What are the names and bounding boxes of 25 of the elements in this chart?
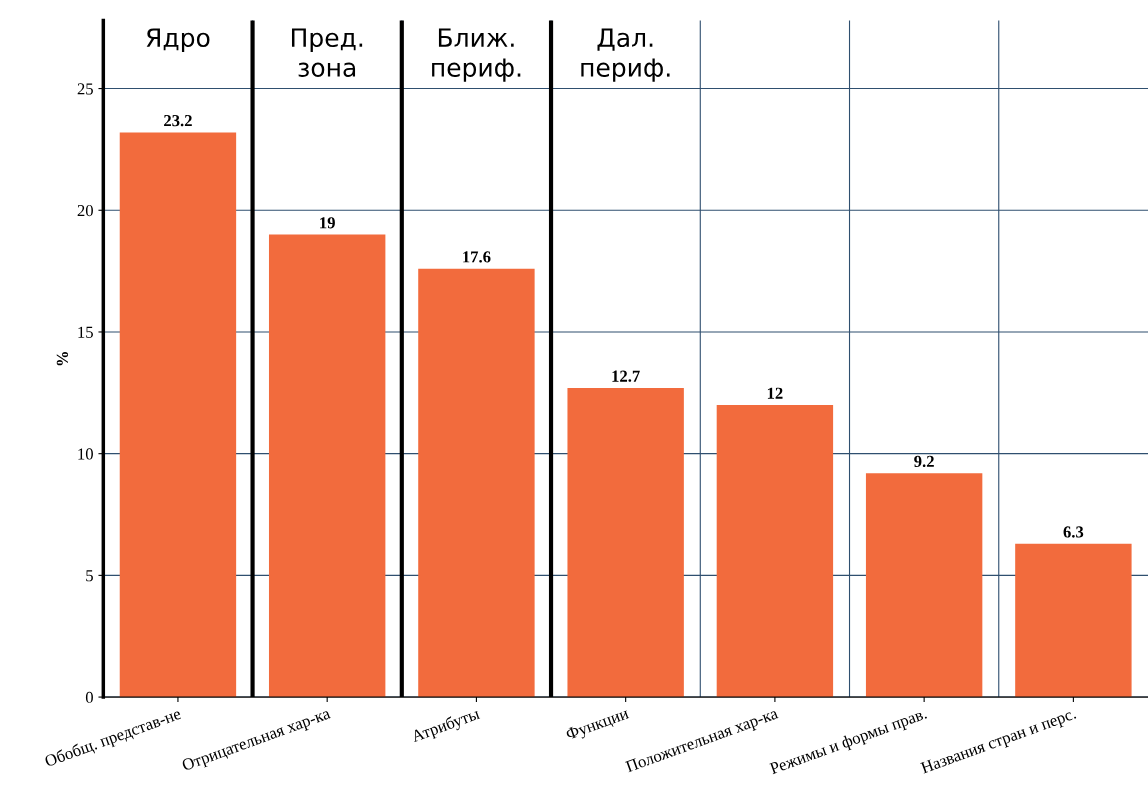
y-tick-label: 20	[77, 204, 93, 217]
data-label: 19	[320, 217, 335, 229]
y-tick-label: 25	[77, 83, 93, 95]
data-label: 6.3	[1063, 526, 1084, 538]
y-tick-label: 5	[86, 570, 93, 582]
y-tick-label: 0	[85, 691, 93, 704]
y-axis-title: %	[56, 351, 69, 366]
data-label: 12.7	[612, 370, 640, 382]
bar	[119, 132, 237, 698]
bar	[865, 473, 983, 698]
data-label: 9.2	[914, 455, 934, 468]
bar	[268, 234, 386, 698]
data-label: 12	[767, 387, 783, 399]
y-tick-label: 10	[78, 448, 93, 460]
bar	[1015, 543, 1132, 698]
annotation: Дал. периф.	[581, 28, 670, 82]
annotation: Пред. зона	[291, 28, 363, 77]
bar	[567, 387, 684, 698]
y-tick-label: 15	[78, 326, 93, 338]
bar	[716, 404, 834, 698]
data-label: 17.6	[463, 251, 491, 263]
data-label: 23.2	[164, 115, 192, 127]
annotation: Ядро	[146, 28, 210, 52]
annotation: Ближ. периф.	[432, 28, 521, 82]
bar	[418, 268, 535, 698]
